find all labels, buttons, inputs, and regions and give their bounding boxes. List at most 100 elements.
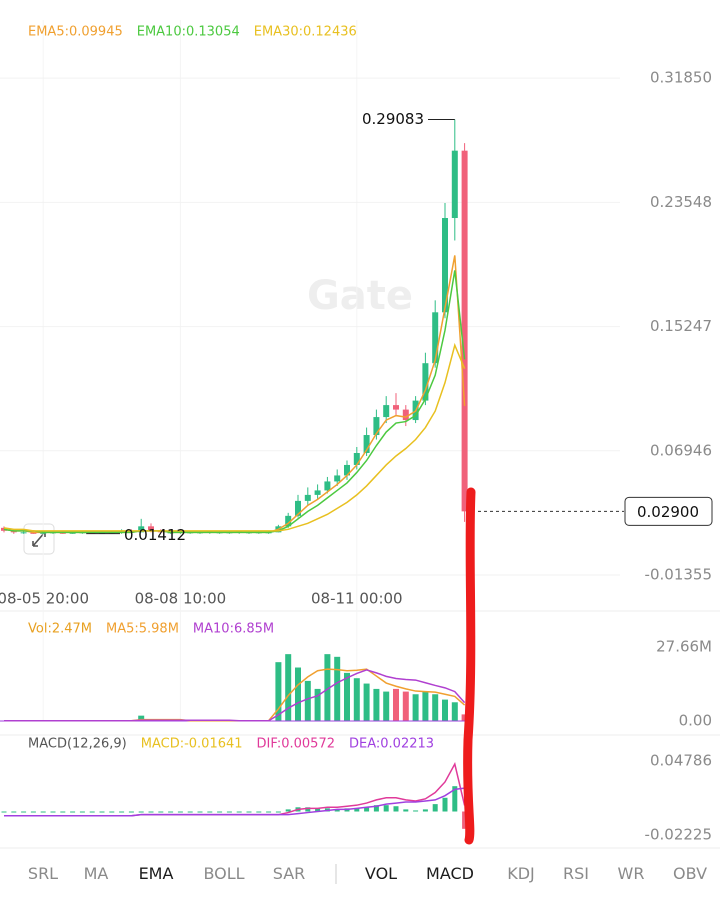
candle-body (461, 150, 468, 512)
y-tick-label: 27.66M (656, 638, 712, 656)
macd-bar (99, 811, 105, 813)
macd-bar (21, 811, 27, 813)
macd-bar (128, 811, 134, 813)
macd-bar (148, 811, 154, 813)
last-price-label: 0.02900 (637, 503, 699, 521)
indicator-tab[interactable]: BOLL (203, 864, 245, 883)
candle-body (432, 312, 439, 364)
macd-bar (177, 811, 183, 813)
macd-bar (422, 809, 428, 812)
indicator-line (4, 669, 466, 722)
macd-bar (40, 811, 46, 813)
macd-bar (187, 811, 193, 813)
indicator-tab[interactable]: MACD (426, 864, 474, 883)
indicator-tab[interactable]: RSI (563, 864, 589, 883)
macd-bar (1, 811, 7, 813)
volume-bar (334, 656, 341, 721)
annotation: 0.01412 (124, 526, 186, 544)
candle-body (393, 405, 399, 410)
macd-bar (354, 808, 360, 812)
macd-bar (266, 811, 272, 813)
expand-icon (23, 523, 55, 555)
macd-bar (334, 809, 340, 812)
macd-bar (11, 811, 17, 813)
macd-bar (305, 807, 311, 812)
candle-body (363, 435, 370, 453)
macd-bar (462, 811, 468, 829)
indicator-tab[interactable]: SRL (27, 864, 59, 883)
candle-body (451, 150, 458, 219)
indicator-tab[interactable]: MA (83, 864, 109, 883)
indicator-tab[interactable]: WR (617, 864, 645, 883)
y-tick-label: -0.01355 (645, 566, 712, 584)
y-tick-label: 0.23548 (650, 193, 712, 211)
macd-bar (197, 811, 203, 813)
y-tick-label: 0.06946 (650, 441, 712, 459)
volume-bar (373, 688, 380, 721)
volume-bar (363, 683, 370, 721)
x-tick-label: 08-11 00:00 (311, 590, 403, 608)
macd-bar (158, 811, 164, 813)
candle-body (295, 500, 301, 516)
y-tick-label: 0.00 (679, 712, 712, 730)
volume-bar (324, 654, 331, 721)
candle-body (334, 475, 341, 482)
macd-bar (89, 811, 95, 813)
macd-bar (119, 811, 125, 813)
volume-bar (451, 702, 458, 721)
macd-bar (246, 811, 252, 813)
legend-item: MACD:-0.01641 (141, 737, 243, 752)
macd-bar (275, 811, 281, 813)
y-tick-label: 0.04786 (650, 752, 712, 770)
macd-bar (315, 808, 321, 812)
legend-item: Vol:2.47M (28, 622, 92, 637)
volume-bar (304, 680, 311, 721)
legend-item: MA5:5.98M (106, 622, 179, 637)
candle-body (373, 417, 380, 436)
macd-bar (452, 786, 458, 812)
indicator-tab[interactable]: SAR (272, 864, 306, 883)
candle-body (1, 527, 7, 531)
macd-bar (50, 811, 56, 813)
volume-bar (461, 714, 468, 721)
macd-bar (109, 811, 115, 813)
indicator-tab[interactable]: EMA (138, 864, 174, 883)
macd-bar (383, 805, 389, 812)
macd-bar (236, 811, 242, 813)
volume-bar (442, 699, 448, 721)
legend-item: MACD(12,26,9) (28, 737, 127, 752)
candle-body (285, 515, 292, 527)
macd-bar (70, 811, 76, 813)
macd-bar (413, 810, 419, 812)
indicator-tab[interactable]: KDJ (507, 864, 535, 883)
macd-bar (373, 805, 379, 812)
y-tick-label: -0.02225 (645, 825, 712, 843)
candle-body (353, 452, 360, 465)
annotation: 0.29083 (362, 110, 424, 128)
indicator-line (3, 270, 466, 534)
indicator-tab[interactable]: OBV (672, 864, 708, 883)
macd-bar (226, 811, 232, 813)
candle-body (324, 481, 331, 491)
candle-body (402, 409, 409, 421)
macd-bar (217, 811, 223, 813)
volume-bar (432, 694, 439, 721)
x-tick-label: 08-05 20:00 (0, 590, 89, 608)
watermark: Gate (307, 273, 413, 319)
macd-bar (30, 811, 36, 813)
legend-item: DIF:0.00572 (257, 737, 335, 752)
y-tick-label: 0.31850 (650, 69, 712, 87)
volume-bar (295, 667, 301, 721)
volume-bar (393, 688, 399, 721)
macd-bar (60, 811, 66, 813)
indicator-line (4, 787, 465, 817)
indicator-tab[interactable]: VOL (364, 864, 398, 883)
macd-bar (138, 811, 144, 813)
macd-bar (432, 804, 438, 812)
highlight-stroke (463, 487, 476, 845)
volume-bar (353, 678, 360, 721)
volume-bar (314, 688, 321, 721)
macd-bar (79, 811, 85, 813)
